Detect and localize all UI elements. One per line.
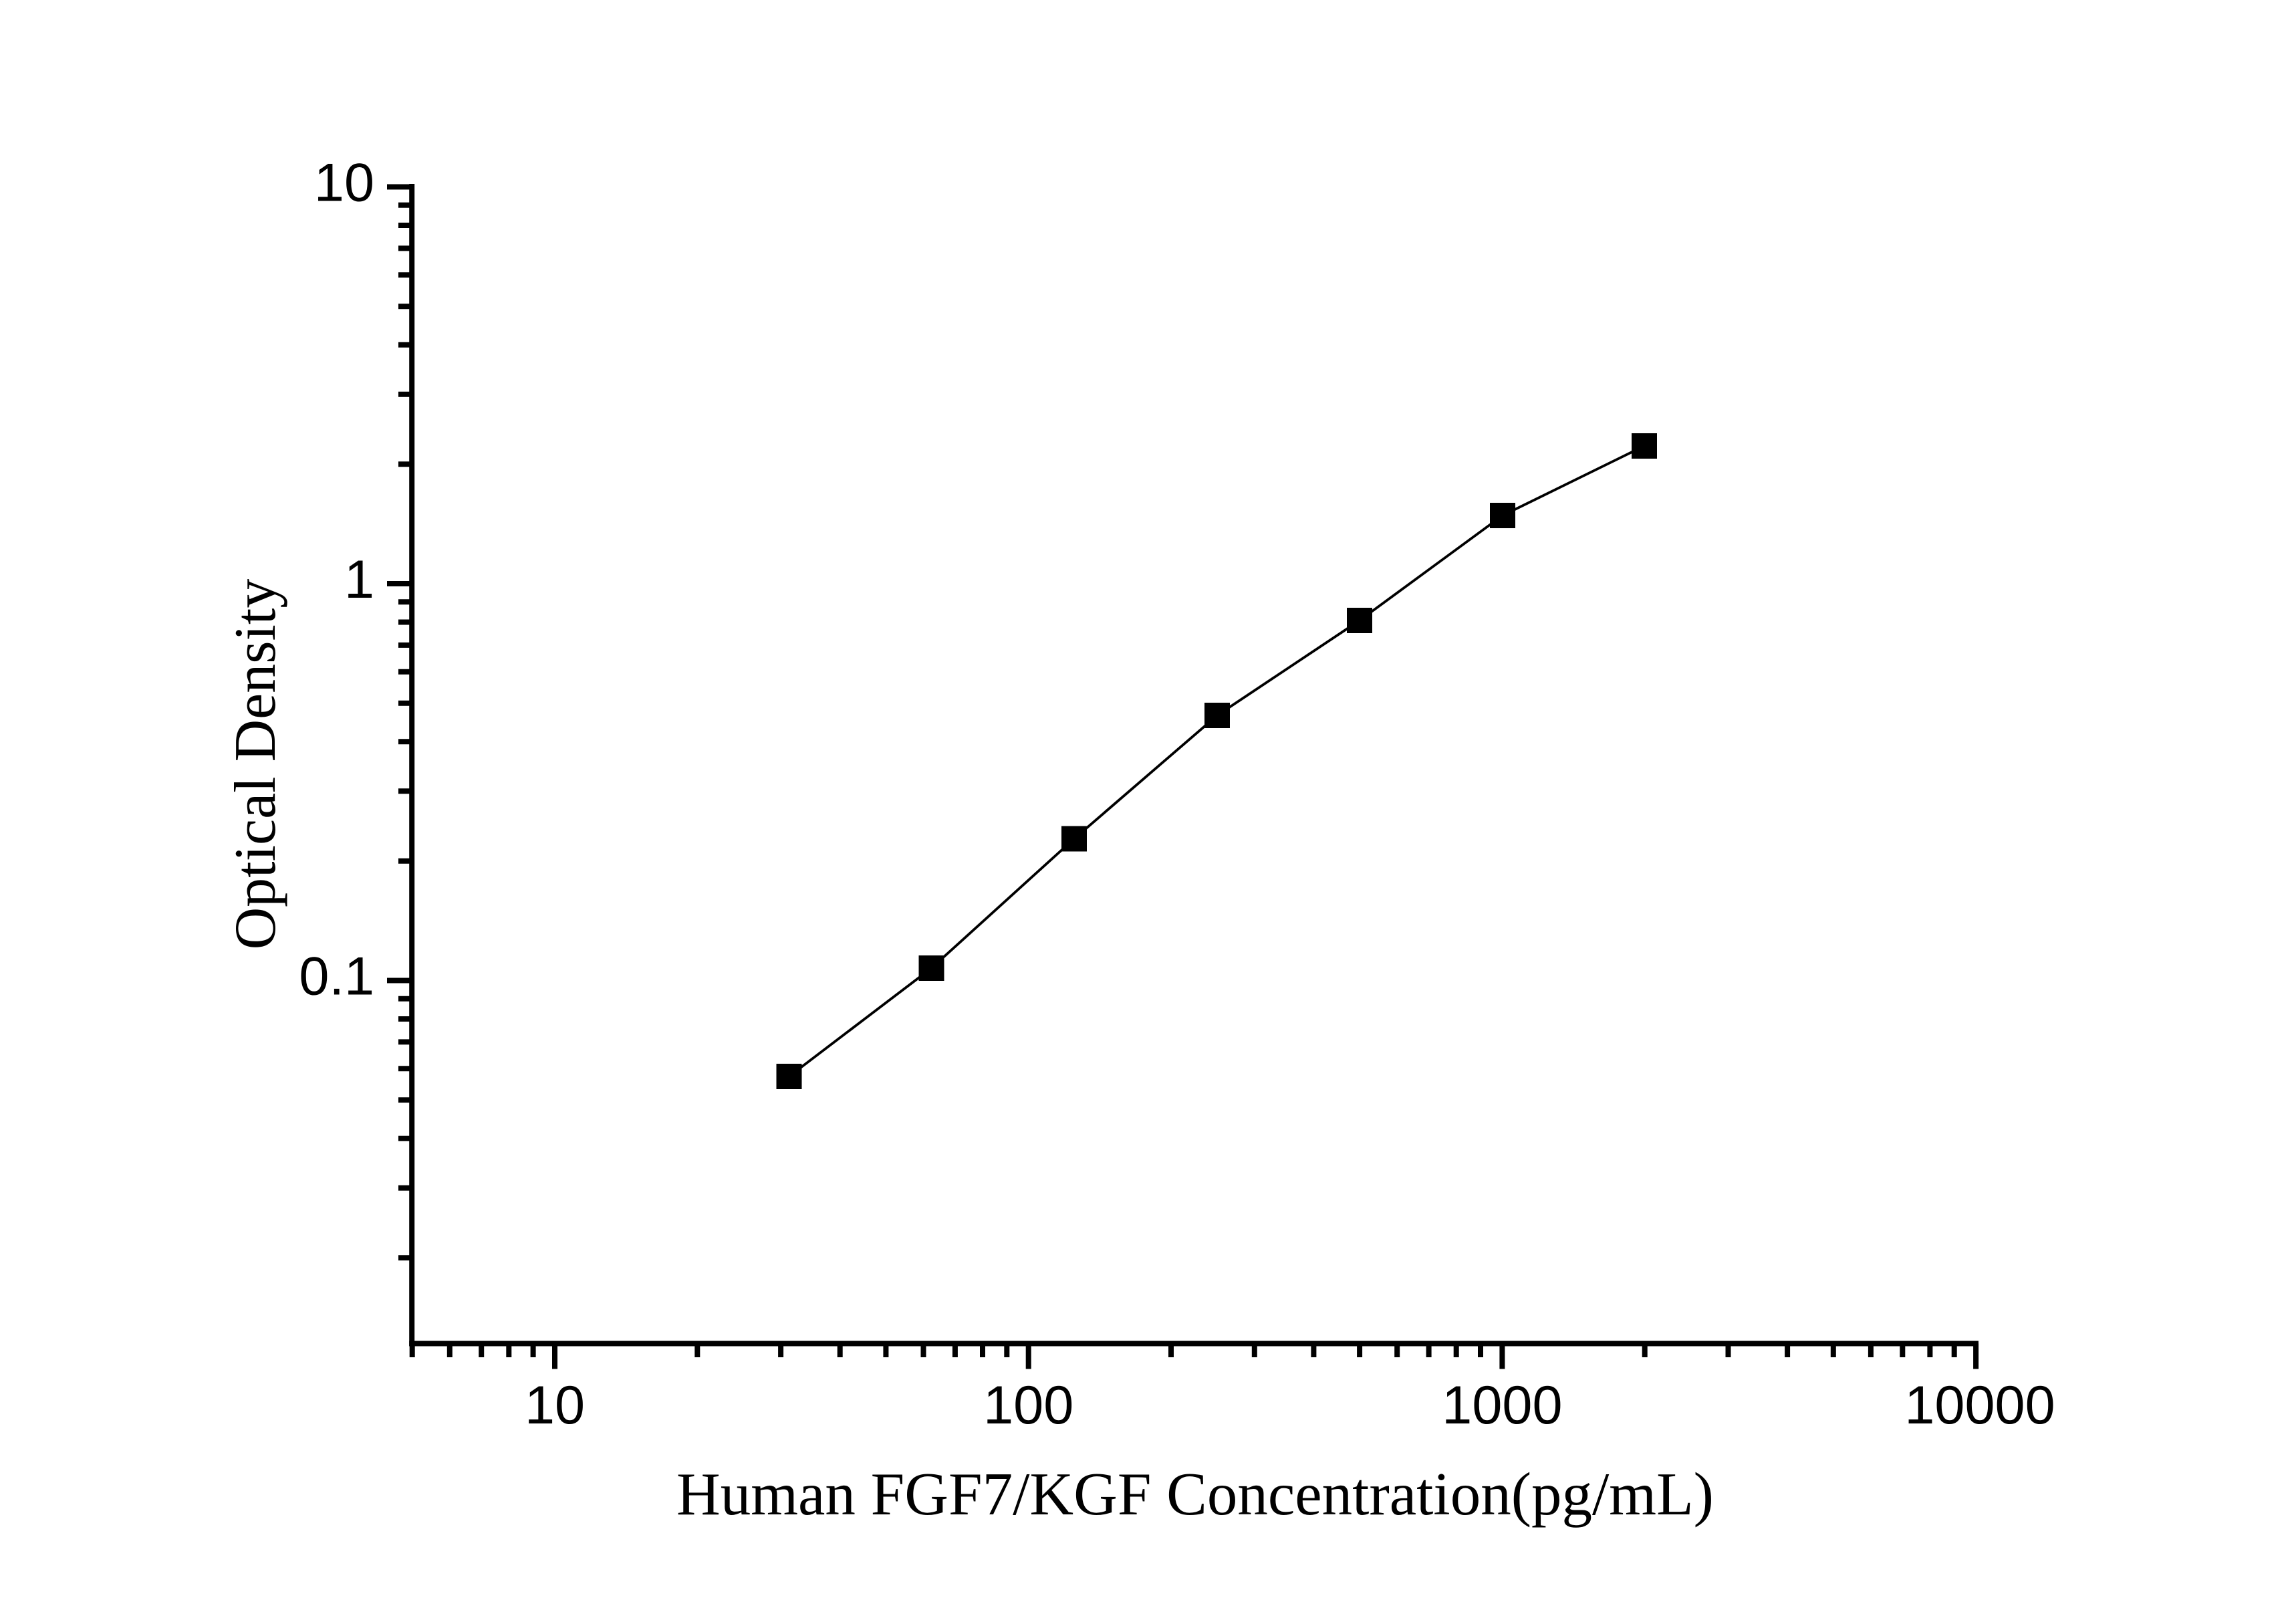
svg-text:Human FGF7/KGF Concentration(p: Human FGF7/KGF Concentration(pg/mL)	[676, 1460, 1714, 1528]
svg-text:0.1: 0.1	[299, 947, 374, 1007]
svg-text:1000: 1000	[1442, 1375, 1562, 1435]
svg-text:10: 10	[525, 1375, 585, 1435]
svg-text:10: 10	[314, 153, 374, 213]
svg-text:1: 1	[344, 550, 374, 610]
svg-text:100: 100	[983, 1375, 1073, 1435]
svg-text:Optical Density: Optical Density	[223, 579, 288, 950]
svg-text:10000: 10000	[1904, 1375, 2055, 1435]
